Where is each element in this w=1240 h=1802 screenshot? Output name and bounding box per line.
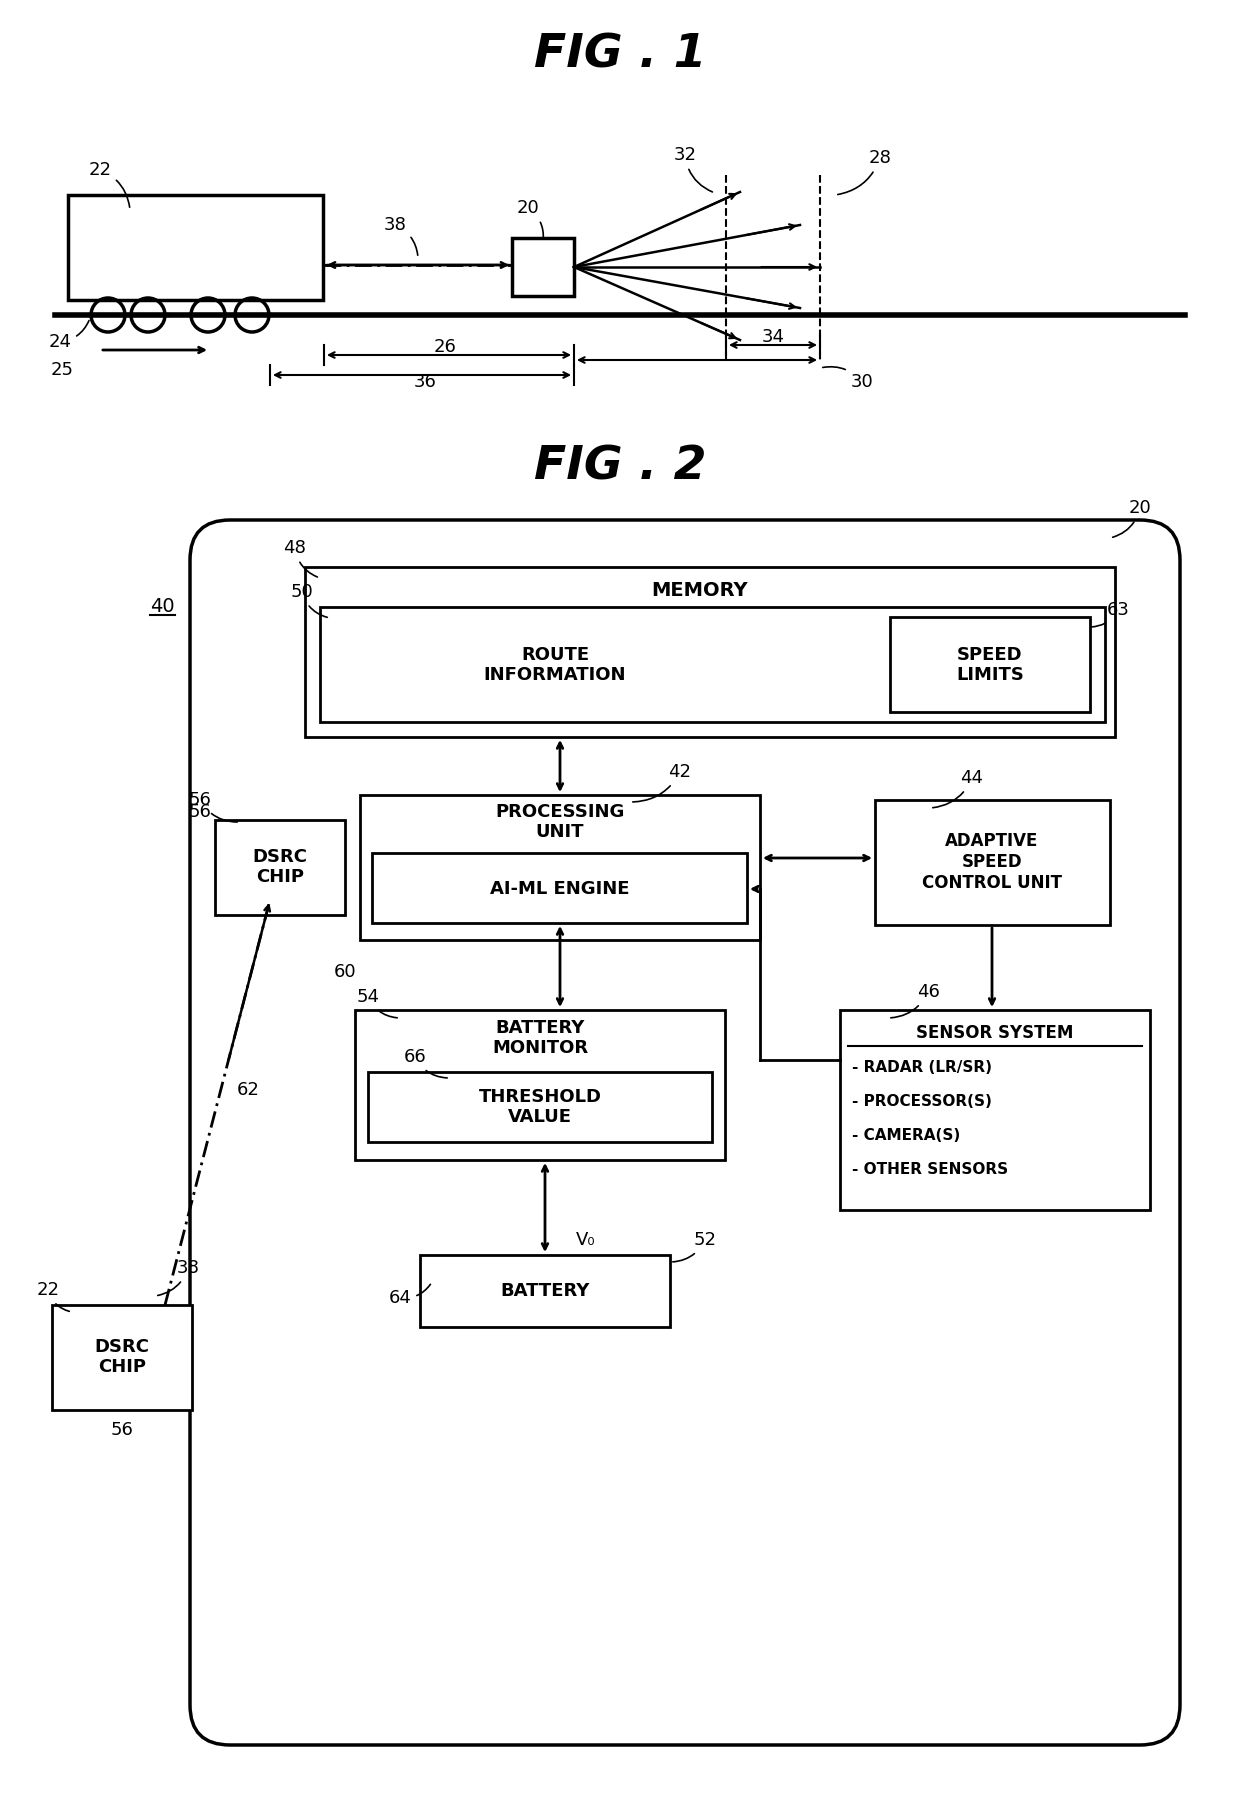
Text: 50: 50	[290, 584, 327, 618]
Text: 60: 60	[334, 962, 356, 980]
Text: 48: 48	[284, 539, 317, 577]
Text: 62: 62	[237, 1081, 259, 1099]
Text: - OTHER SENSORS: - OTHER SENSORS	[852, 1162, 1008, 1177]
Bar	[320, 607, 1105, 723]
Text: 38: 38	[383, 216, 418, 256]
Text: 20: 20	[517, 198, 543, 240]
Text: 30: 30	[822, 368, 873, 391]
Text: ADAPTIVE
SPEED
CONTROL UNIT: ADAPTIVE SPEED CONTROL UNIT	[923, 833, 1061, 892]
Text: 20: 20	[1112, 499, 1152, 537]
Bar	[368, 1072, 712, 1142]
Text: 46: 46	[890, 984, 940, 1018]
Text: 66: 66	[404, 1049, 448, 1078]
Text: 32: 32	[673, 146, 713, 193]
Text: PROCESSING
UNIT: PROCESSING UNIT	[495, 802, 625, 842]
Bar	[355, 1009, 725, 1160]
Text: ROUTE
INFORMATION: ROUTE INFORMATION	[484, 645, 626, 685]
Text: 34: 34	[761, 328, 785, 346]
Text: 38: 38	[157, 1260, 200, 1296]
FancyBboxPatch shape	[190, 521, 1180, 1744]
Text: 36: 36	[414, 373, 436, 391]
Text: 22: 22	[88, 160, 130, 207]
Text: DSRC
CHIP: DSRC CHIP	[94, 1337, 150, 1377]
Text: 26: 26	[434, 339, 456, 357]
Text: SPEED
LIMITS: SPEED LIMITS	[956, 645, 1024, 685]
Text: MEMORY: MEMORY	[652, 582, 748, 600]
Bar	[372, 852, 746, 923]
Bar	[890, 616, 1090, 712]
Text: 56: 56	[110, 1422, 134, 1440]
Text: DSRC
CHIP: DSRC CHIP	[253, 847, 308, 887]
Text: 56: 56	[188, 791, 237, 822]
Text: 22: 22	[36, 1281, 69, 1312]
Text: 24: 24	[48, 321, 89, 351]
Text: AI-ML ENGINE: AI-ML ENGINE	[490, 879, 630, 897]
Text: BATTERY
MONITOR: BATTERY MONITOR	[492, 1018, 588, 1058]
Text: 25: 25	[51, 360, 73, 378]
Bar	[215, 820, 345, 915]
Bar	[360, 795, 760, 941]
Text: 64: 64	[388, 1285, 430, 1306]
Text: 28: 28	[838, 150, 892, 195]
Text: THRESHOLD
VALUE: THRESHOLD VALUE	[479, 1088, 601, 1126]
Text: BATTERY: BATTERY	[500, 1281, 590, 1299]
Text: - CAMERA(S): - CAMERA(S)	[852, 1128, 960, 1144]
Bar	[512, 238, 574, 296]
Bar	[52, 1305, 192, 1409]
Text: 40: 40	[150, 598, 175, 616]
Text: 42: 42	[632, 762, 692, 802]
Bar	[875, 800, 1110, 924]
Text: 54: 54	[357, 987, 397, 1018]
Text: FIG . 1: FIG . 1	[533, 32, 707, 77]
Text: - RADAR (LR/SR): - RADAR (LR/SR)	[852, 1061, 992, 1076]
Text: FIG . 2: FIG . 2	[533, 445, 707, 490]
Text: 52: 52	[673, 1231, 717, 1261]
Text: 56: 56	[188, 804, 212, 822]
Text: 63: 63	[1091, 602, 1130, 627]
Bar	[420, 1254, 670, 1326]
Text: 44: 44	[932, 769, 983, 807]
Text: V₀: V₀	[577, 1231, 595, 1249]
Text: SENSOR SYSTEM: SENSOR SYSTEM	[916, 1024, 1074, 1042]
Text: - PROCESSOR(S): - PROCESSOR(S)	[852, 1094, 992, 1110]
Bar	[68, 195, 322, 299]
Bar	[839, 1009, 1149, 1209]
Bar	[305, 568, 1115, 737]
